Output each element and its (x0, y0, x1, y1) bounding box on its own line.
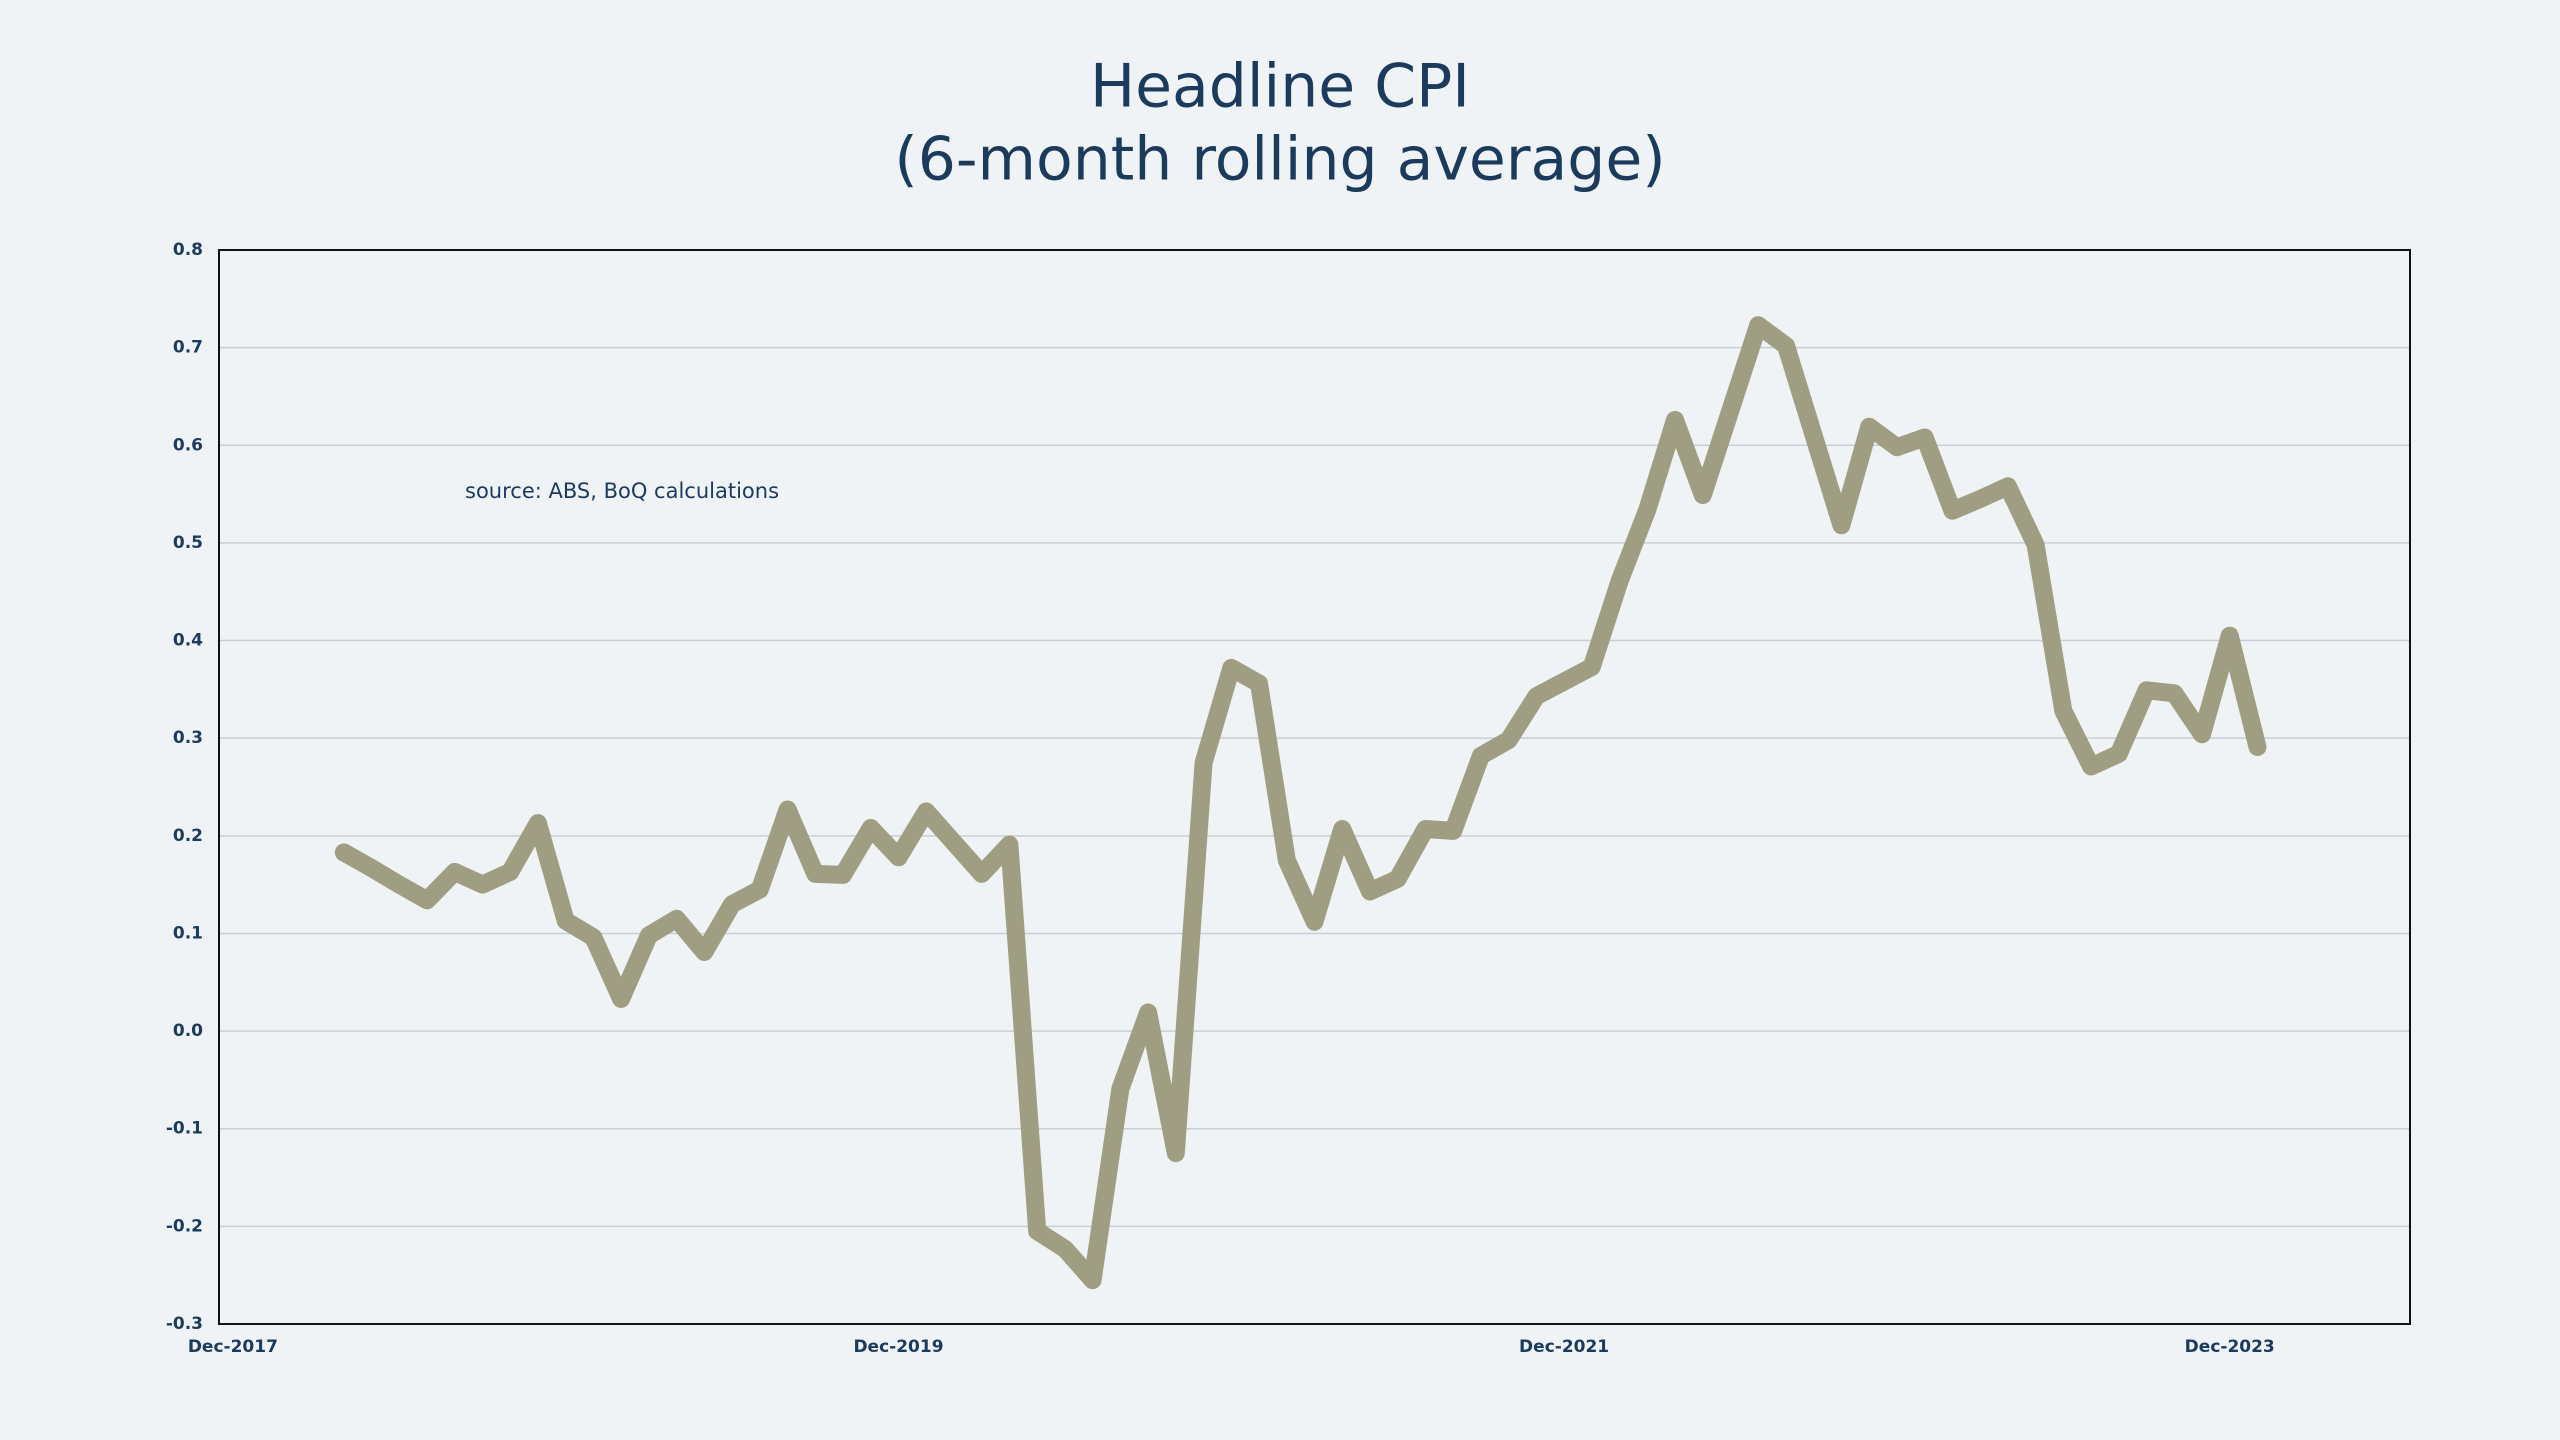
x-tick-label: Dec-2023 (2185, 1337, 2275, 1357)
y-tick-label: 0.1 (173, 923, 203, 943)
plot-frame (218, 249, 2411, 1325)
cpi-line (334, 316, 2267, 1290)
y-tick-label: -0.1 (166, 1119, 203, 1139)
y-tick-label: 0.6 (173, 435, 203, 455)
y-tick-label: 0.3 (173, 728, 203, 748)
chart-title: Headline CPI (1090, 52, 1470, 122)
y-tick-label: 0.7 (173, 338, 203, 358)
y-tick-label: -0.3 (166, 1314, 203, 1334)
y-tick-label: 0.2 (173, 826, 203, 846)
y-tick-label: 0.8 (173, 240, 203, 260)
chart-subtitle: (6-month rolling average) (894, 125, 1665, 195)
y-tick-label: -0.2 (166, 1216, 203, 1236)
y-tick-label: 0.4 (173, 631, 203, 651)
x-tick-label: Dec-2019 (853, 1337, 943, 1357)
x-tick-label: Dec-2017 (188, 1337, 278, 1357)
annotation: source: ABS, BoQ calculations (465, 479, 779, 503)
y-tick-label: 0.0 (173, 1021, 203, 1041)
y-tick-label: 0.5 (173, 533, 203, 553)
x-tick-label: Dec-2021 (1519, 1337, 1609, 1357)
